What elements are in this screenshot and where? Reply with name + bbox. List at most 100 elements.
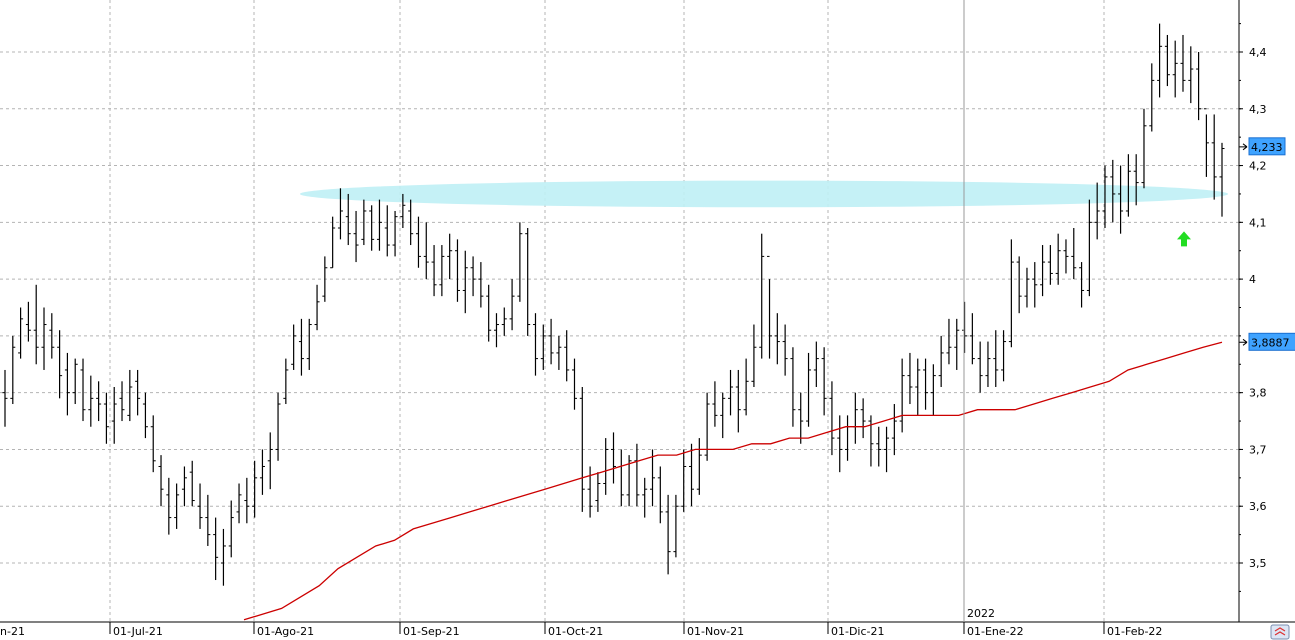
ohlc-bar <box>579 386 585 512</box>
up-arrow-shape <box>1177 231 1191 247</box>
ohlc-bar <box>252 460 258 518</box>
ohlc-bar <box>384 205 390 257</box>
ohlc-bar <box>244 477 250 524</box>
ohlc-bar <box>158 455 164 507</box>
ohlc-bar <box>689 443 695 507</box>
moving-average-line <box>243 341 1223 621</box>
ohlc-bar <box>1118 165 1124 234</box>
ohlc-bar <box>447 233 453 280</box>
ohlc-bar <box>1040 245 1046 297</box>
ohlc-bar <box>790 347 796 427</box>
ohlc-bar <box>189 460 195 507</box>
ohlc-bar <box>275 392 281 461</box>
ohlc-bar <box>1086 199 1092 297</box>
ohlc-bar <box>1164 34 1170 87</box>
ohlc-bar <box>634 443 640 507</box>
ohlc-bar <box>1180 34 1186 92</box>
badge-pointer <box>1239 143 1248 151</box>
ohlc-bar <box>454 239 460 302</box>
ohlc-bar <box>1032 262 1038 308</box>
ohlc-bar <box>322 256 328 302</box>
ohlc-bar <box>49 313 55 359</box>
x-tick-label: n-21 <box>0 625 25 638</box>
ohlc-bar <box>127 369 133 422</box>
ohlc-bar <box>595 472 601 512</box>
ohlc-bar <box>431 245 437 297</box>
ohlc-bar <box>821 347 827 416</box>
ohlc-bar <box>571 358 577 410</box>
ohlc-bar <box>174 483 180 529</box>
price-badge: 4,233 <box>1239 137 1286 156</box>
ohlc-bar <box>603 438 609 495</box>
ohlc-bar <box>860 398 866 439</box>
ohlc-bar <box>135 369 141 416</box>
ohlc-bar <box>439 245 445 297</box>
ohlc-bar <box>1203 108 1209 177</box>
ohlc-bar <box>673 494 679 558</box>
up-arrow-icon <box>1177 231 1191 247</box>
y-tick-label: 4,4 <box>1249 46 1267 59</box>
ohlc-bar <box>96 381 102 422</box>
year-label: 2022 <box>967 607 995 620</box>
x-tick-label: 01-Nov-21 <box>687 625 744 638</box>
ohlc-bar <box>18 307 24 359</box>
ohlc-bar <box>337 188 343 240</box>
ohlc-bar <box>1016 256 1022 314</box>
ohlc-bar <box>564 330 570 382</box>
ohlc-bar <box>798 392 804 444</box>
x-tick-label: 01-Oct-21 <box>548 625 603 638</box>
ohlc-bar <box>1157 23 1163 98</box>
corner-icon[interactable] <box>1270 624 1290 640</box>
ohlc-bar <box>213 517 219 581</box>
ohlc-bar <box>618 449 624 507</box>
ohlc-bar <box>548 318 554 365</box>
ohlc-bar <box>166 477 172 535</box>
ohlc-bar <box>1149 63 1155 132</box>
x-tick-label: 01-Sep-21 <box>403 625 460 638</box>
ohlc-bar <box>852 392 858 444</box>
ohlc-bar <box>884 426 890 473</box>
ohlc-bar <box>486 284 492 342</box>
ohlc-bar <box>283 358 289 405</box>
grid-lines <box>0 0 1239 622</box>
ohlc-bar <box>119 381 125 422</box>
ohlc-bar <box>41 307 47 370</box>
ohlc-bar <box>353 210 359 263</box>
ohlc-bar <box>291 324 297 370</box>
ohlc-bar <box>205 494 211 546</box>
badge-label: 3,8887 <box>1251 336 1290 349</box>
ohlc-bar <box>33 284 39 365</box>
ohlc-bar <box>696 438 702 495</box>
y-tick-label: 4,3 <box>1249 103 1267 116</box>
ohlc-bar <box>103 392 109 444</box>
x-tick-label: 01-Feb-22 <box>1107 625 1162 638</box>
ohlc-bar <box>813 341 819 387</box>
x-tick-label: 01-Dic-21 <box>831 625 885 638</box>
ohlc-bar <box>712 381 718 427</box>
ohlc-bar <box>665 494 671 575</box>
ohlc-bar <box>587 466 593 518</box>
ohlc-bar <box>1001 330 1007 382</box>
price-badges: 4,233 3,8887 <box>1239 137 1295 351</box>
ohlc-bar <box>1141 108 1147 189</box>
ohlc-bar <box>111 386 117 444</box>
y-tick-label: 4 <box>1249 273 1256 286</box>
ohlc-bar <box>728 369 734 416</box>
y-tick-label: 3,6 <box>1249 500 1267 513</box>
ohlc-bar <box>236 483 242 524</box>
ohlc-bar <box>64 352 70 416</box>
ma-path <box>243 341 1223 621</box>
ohlc-bar <box>1125 154 1131 217</box>
ohlc-bar <box>25 301 31 342</box>
ohlc-bar <box>642 477 648 518</box>
y-tick-label: 3,8 <box>1249 387 1267 400</box>
x-tick-label: 01-Ene-22 <box>967 625 1024 638</box>
ohlc-bar <box>751 324 757 387</box>
corner-icon-glyph <box>1274 627 1286 636</box>
ohlc-bar <box>1055 233 1061 285</box>
y-tick-label: 3,5 <box>1249 557 1267 570</box>
ohlc-bar <box>962 301 968 353</box>
ohlc-bar <box>743 358 749 416</box>
badge-label: 4,233 <box>1251 141 1283 154</box>
